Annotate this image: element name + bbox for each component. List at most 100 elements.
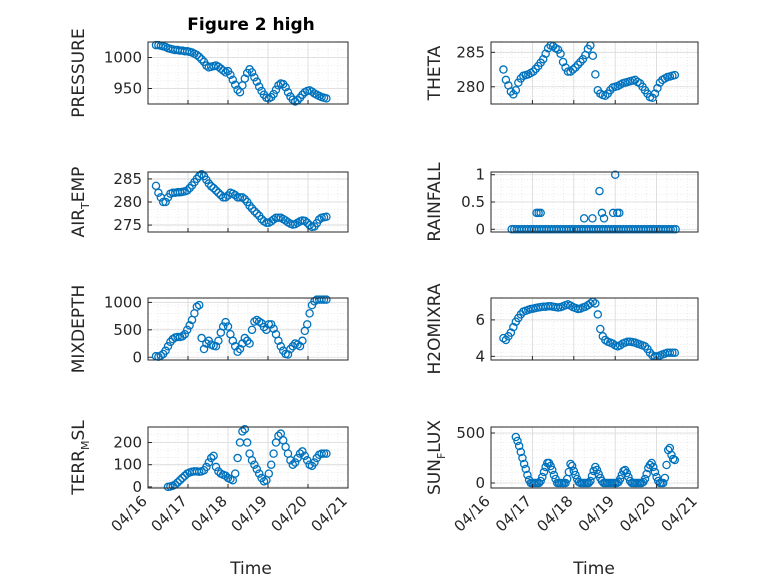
data-point — [247, 325, 257, 335]
data-point — [161, 197, 170, 207]
data-point — [608, 339, 617, 348]
data-point — [235, 344, 245, 354]
x-tick-label: 04/18 — [188, 492, 231, 535]
data-point — [194, 300, 204, 310]
data-point — [640, 342, 650, 351]
data-point — [568, 65, 578, 74]
data-point — [269, 324, 278, 333]
data-point — [228, 336, 238, 346]
y-tick-label: 1 — [475, 166, 485, 184]
axes-box — [490, 297, 699, 361]
data-point — [594, 469, 603, 479]
data-point — [509, 90, 518, 99]
data-point — [518, 453, 527, 463]
data-point — [622, 468, 632, 478]
data-point — [548, 465, 557, 475]
subplot-h2omixra: 4 6 H2OMIXRA — [425, 283, 699, 375]
data-point — [615, 341, 625, 350]
data-point — [586, 299, 595, 308]
data-point — [254, 82, 264, 91]
y-axis-label: RAINFALL — [425, 162, 445, 242]
data-point — [514, 441, 524, 451]
y-tick-label: 500 — [113, 321, 142, 339]
data-point — [300, 216, 310, 226]
data-point — [204, 179, 214, 188]
data-point — [178, 473, 187, 483]
data-point — [665, 348, 675, 357]
y-tick-label: 1000 — [104, 293, 142, 311]
y-tick-label: 950 — [113, 80, 142, 98]
data-point — [197, 55, 206, 64]
data-point — [597, 208, 607, 218]
data-point — [642, 469, 651, 479]
data-point — [592, 465, 602, 475]
data-point — [194, 171, 204, 181]
data-point — [531, 64, 540, 74]
data-point — [228, 75, 238, 85]
data-point — [182, 325, 192, 335]
data-point — [650, 467, 660, 477]
data-point — [514, 78, 523, 87]
y-tick-label: 0 — [475, 220, 485, 238]
data-point — [197, 333, 206, 343]
data-point — [266, 320, 276, 329]
x-axis-label-left: Time — [229, 559, 272, 579]
data-point — [202, 462, 211, 472]
data-point — [302, 320, 312, 329]
data-point — [166, 337, 175, 347]
data-point — [223, 322, 233, 331]
data-point — [322, 449, 331, 458]
data-point — [163, 342, 173, 351]
data-point — [199, 344, 209, 354]
data-point — [305, 309, 314, 318]
data-point — [610, 170, 620, 179]
data-point — [206, 182, 216, 191]
subplot-theta: 280 285 THETA — [425, 41, 699, 105]
data-point — [511, 432, 521, 442]
subplot-rainfall: 0 0.5 1 RAINFALL — [425, 162, 699, 242]
y-axis-label: H2OMIXRA — [425, 283, 445, 374]
data-point — [658, 478, 668, 488]
data-point — [322, 295, 331, 304]
data-point — [300, 451, 310, 461]
y-tick-label: 280 — [113, 193, 142, 211]
data-point — [250, 460, 259, 469]
data-point — [668, 225, 678, 234]
x-tick-label: 04/16 — [108, 492, 151, 535]
axes-box — [147, 41, 349, 105]
data-point — [173, 332, 182, 342]
data-point — [615, 474, 625, 484]
data-point — [549, 470, 559, 480]
data-point — [185, 321, 194, 330]
data-point — [274, 431, 283, 441]
data-point — [226, 70, 235, 80]
data-point — [252, 464, 262, 474]
y-tick-label: 285 — [456, 43, 485, 61]
data-point — [571, 470, 580, 480]
figure-title: Figure 2 high — [187, 15, 315, 35]
data-point — [662, 460, 671, 470]
data-point — [283, 350, 293, 359]
x-tick-label: 04/16 — [451, 492, 494, 535]
data-point — [233, 453, 242, 463]
data-point — [640, 474, 650, 484]
data-point — [579, 214, 589, 223]
data-point — [506, 87, 516, 96]
data-point — [649, 462, 658, 472]
data-point — [322, 212, 331, 222]
y-tick-label: 0 — [475, 474, 485, 492]
y-tick-label: 6 — [475, 311, 485, 329]
axes-box — [490, 41, 699, 105]
data-point — [319, 449, 329, 458]
data-point — [566, 67, 575, 76]
data-point — [192, 50, 202, 60]
data-point — [586, 476, 595, 486]
data-point — [247, 204, 257, 213]
data-point — [499, 333, 508, 343]
data-point — [601, 91, 610, 100]
data-point — [608, 208, 618, 218]
subplot-pressure: 950 1000 PRESSURE — [69, 28, 349, 118]
data-point — [274, 213, 283, 222]
y-tick-label: 0 — [132, 478, 142, 496]
